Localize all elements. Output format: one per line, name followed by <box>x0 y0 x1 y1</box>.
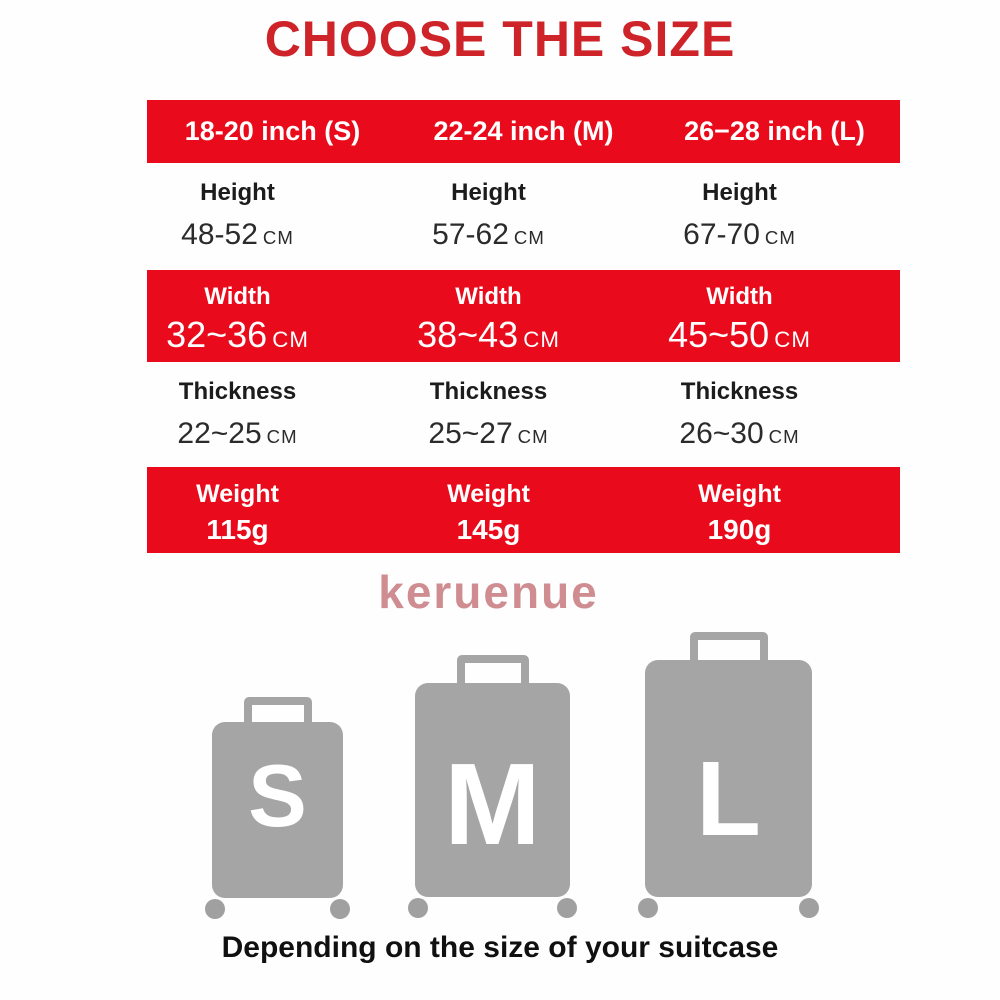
suitcase-m-illustration: M <box>408 655 577 918</box>
unit-cm: CM <box>768 426 800 447</box>
wheel-right-icon <box>799 898 819 918</box>
wheel-left-icon <box>638 898 658 918</box>
wheel-right-icon <box>557 898 577 918</box>
unit-cm: CM <box>523 327 560 352</box>
suitcase-body: M <box>415 683 570 897</box>
bottom-caption: Depending on the size of your suitcase <box>221 931 779 964</box>
unit-cm: CM <box>513 227 545 248</box>
suitcase-letter-l: L <box>696 739 761 858</box>
width-label: Width <box>204 283 271 310</box>
suitcase-body: S <box>212 722 343 898</box>
weight-value: 190g <box>707 514 772 545</box>
page-title: CHOOSE THE SIZE <box>264 11 736 67</box>
header-cell-size-l: 26−28 inch (L) <box>684 116 865 146</box>
weight-cell-m: Weight 145g <box>363 480 614 553</box>
weight-value: 145g <box>456 514 521 545</box>
weight-label: Weight <box>698 480 781 508</box>
watermark: keruenue <box>378 566 599 618</box>
suitcase-body: L <box>645 660 812 897</box>
height-value: 67-70 CM <box>683 218 796 251</box>
width-label: Width <box>706 283 773 310</box>
width-cell-m: Width 38~43 CM <box>363 283 614 362</box>
thickness-cell-l: Thickness 26~30 CM <box>614 378 865 467</box>
height-cell-l: Height 67-70 CM <box>614 179 865 270</box>
header-cell-size-m: 22-24 inch (M) <box>433 116 614 146</box>
unit-cm: CM <box>517 426 549 447</box>
width-value: 38~43 CM <box>417 314 560 355</box>
header-cell-size-s: 18-20 inch (S) <box>184 116 361 146</box>
size-table-header-row: 18-20 inch (S) 22-24 inch (M) 26−28 inch… <box>147 100 900 163</box>
suitcase-l-illustration: L <box>638 632 819 918</box>
height-label: Height <box>451 179 526 206</box>
unit-cm: CM <box>272 327 309 352</box>
width-row: Width 32~36 CM Width 38~43 CM Width 45~50 C… <box>147 270 900 362</box>
unit-cm: CM <box>764 227 796 248</box>
width-value: 45~50 CM <box>668 314 811 355</box>
thickness-cell-m: Thickness 25~27 CM <box>363 378 614 467</box>
weight-label: Weight <box>447 480 530 508</box>
width-cell-s: Width 32~36 CM <box>112 283 363 362</box>
height-cell-s: Height 48-52 CM <box>112 179 363 270</box>
weight-cell-l: Weight 190g <box>614 480 865 553</box>
thickness-label: Thickness <box>680 378 799 405</box>
thickness-label: Thickness <box>178 378 297 405</box>
height-label: Height <box>200 179 275 206</box>
width-cell-l: Width 45~50 CM <box>614 283 865 362</box>
thickness-value: 22~25 CM <box>177 417 298 450</box>
thickness-cell-s: Thickness 22~25 CM <box>112 378 363 467</box>
weight-value: 115g <box>206 514 269 545</box>
thickness-value: 26~30 CM <box>679 417 800 450</box>
thickness-label: Thickness <box>429 378 548 405</box>
height-label: Height <box>702 179 777 206</box>
height-value: 57-62 CM <box>432 218 545 251</box>
unit-cm: CM <box>266 426 298 447</box>
unit-cm: CM <box>774 327 811 352</box>
size-table: 18-20 inch (S) 22-24 inch (M) 26−28 inch… <box>147 100 900 618</box>
thickness-row: Thickness 22~25 CM Thickness 25~27 CM Thic… <box>147 362 900 467</box>
height-row: Height 48-52 CM Height 57-62 CM Height 67-… <box>147 163 900 270</box>
weight-row: keruenue Weight 115g Weight 145g Weight … <box>147 467 900 618</box>
weight-label: Weight <box>196 480 279 508</box>
height-cell-m: Height 57-62 CM <box>363 179 614 270</box>
wheel-left-icon <box>205 899 225 919</box>
suitcase-s-illustration: S <box>205 697 350 919</box>
thickness-value: 25~27 CM <box>428 417 549 450</box>
unit-cm: CM <box>262 227 294 248</box>
suitcase-letter-m: M <box>444 739 541 869</box>
suitcase-letter-s: S <box>248 746 307 845</box>
wheel-left-icon <box>408 898 428 918</box>
width-value: 32~36 CM <box>166 314 309 355</box>
width-label: Width <box>455 283 522 310</box>
height-value: 48-52 CM <box>181 218 294 251</box>
wheel-right-icon <box>330 899 350 919</box>
weight-cell-s: Weight 115g <box>112 480 363 553</box>
